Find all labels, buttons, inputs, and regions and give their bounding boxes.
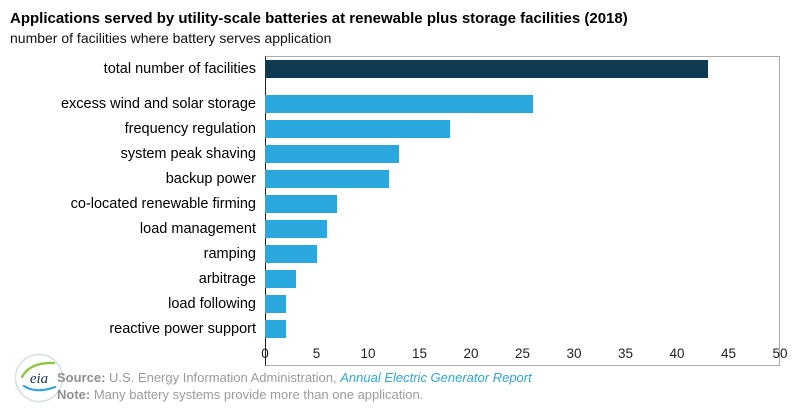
bar-track <box>265 269 780 288</box>
source-text: U.S. Energy Information Administration, <box>105 370 341 385</box>
category-label: system peak shaving <box>120 145 256 162</box>
chart-row: total number of facilities <box>10 56 780 81</box>
chart-row: reactive power support <box>10 316 780 341</box>
bar-chart: total number of facilities excess wind an… <box>10 56 788 366</box>
chart-row: arbitrage <box>10 266 780 291</box>
x-tick-label: 0 <box>261 346 269 361</box>
category-label: frequency regulation <box>124 120 256 137</box>
bar <box>265 144 399 163</box>
chart-row: ramping <box>10 241 780 266</box>
page-title: Applications served by utility-scale bat… <box>10 10 628 27</box>
bar-track <box>265 319 780 338</box>
chart-row: frequency regulation <box>10 116 780 141</box>
chart-row: co-located renewable firming <box>10 191 780 216</box>
chart-row: load following <box>10 291 780 316</box>
x-tick-label: 30 <box>566 346 582 361</box>
chart-row: load management <box>10 216 780 241</box>
bar <box>265 119 451 138</box>
chart-row: system peak shaving <box>10 141 780 166</box>
footer-text: Source: U.S. Energy Information Administ… <box>57 369 532 403</box>
x-tick-label: 25 <box>514 346 531 361</box>
bar <box>265 269 296 288</box>
category-label: ramping <box>203 245 256 262</box>
x-axis: 0 5 10 15 20 25 30 35 40 45 50 <box>261 344 787 366</box>
chart-rows: total number of facilities excess wind an… <box>10 56 780 341</box>
chart-subtitle: number of facilities where battery serve… <box>10 30 332 46</box>
bar-track <box>265 94 780 113</box>
category-label: backup power <box>165 170 256 187</box>
chart-row: excess wind and solar storage <box>10 91 780 116</box>
source-line: Source: U.S. Energy Information Administ… <box>57 369 532 386</box>
bar-track <box>265 294 780 313</box>
category-label: load management <box>139 220 256 237</box>
bar-track <box>265 169 780 188</box>
x-tick-label: 45 <box>720 346 737 361</box>
x-tick-label: 20 <box>463 346 479 361</box>
bar <box>265 59 708 78</box>
chart-row: backup power <box>10 166 780 191</box>
bar-track <box>265 219 780 238</box>
x-tick-label: 15 <box>411 346 428 361</box>
x-tick-label: 35 <box>617 346 634 361</box>
eia-logo-text: eia <box>30 371 48 387</box>
bar <box>265 319 286 338</box>
bar <box>265 169 389 188</box>
category-label: load following <box>168 295 256 312</box>
bar <box>265 244 317 263</box>
bar <box>265 194 338 213</box>
footer: eia Source: U.S. Energy Information Admi… <box>0 351 800 409</box>
category-label: arbitrage <box>198 270 256 287</box>
note-line: Note: Many battery systems provide more … <box>57 386 532 403</box>
note-label: Note: <box>57 387 91 402</box>
x-tick-label: 40 <box>669 346 685 361</box>
bar <box>265 219 327 238</box>
bar-track <box>265 59 780 78</box>
category-label: reactive power support <box>109 320 256 337</box>
bar-track <box>265 244 780 263</box>
bar <box>265 294 286 313</box>
bar <box>265 94 533 113</box>
category-label: co-located renewable firming <box>70 195 256 212</box>
source-report-link[interactable]: Annual Electric Generator Report <box>340 370 532 385</box>
x-tick-label: 10 <box>360 346 376 361</box>
x-tick-label: 5 <box>312 346 321 361</box>
x-tick-label: 50 <box>772 346 788 361</box>
bar-track <box>265 194 780 213</box>
category-label: total number of facilities <box>103 60 256 77</box>
category-label: excess wind and solar storage <box>60 95 256 112</box>
note-text: Many battery systems provide more than o… <box>90 387 424 402</box>
bar-track <box>265 144 780 163</box>
eia-logo: eia <box>14 353 64 403</box>
source-label: Source: <box>57 370 106 385</box>
bar-track <box>265 119 780 138</box>
